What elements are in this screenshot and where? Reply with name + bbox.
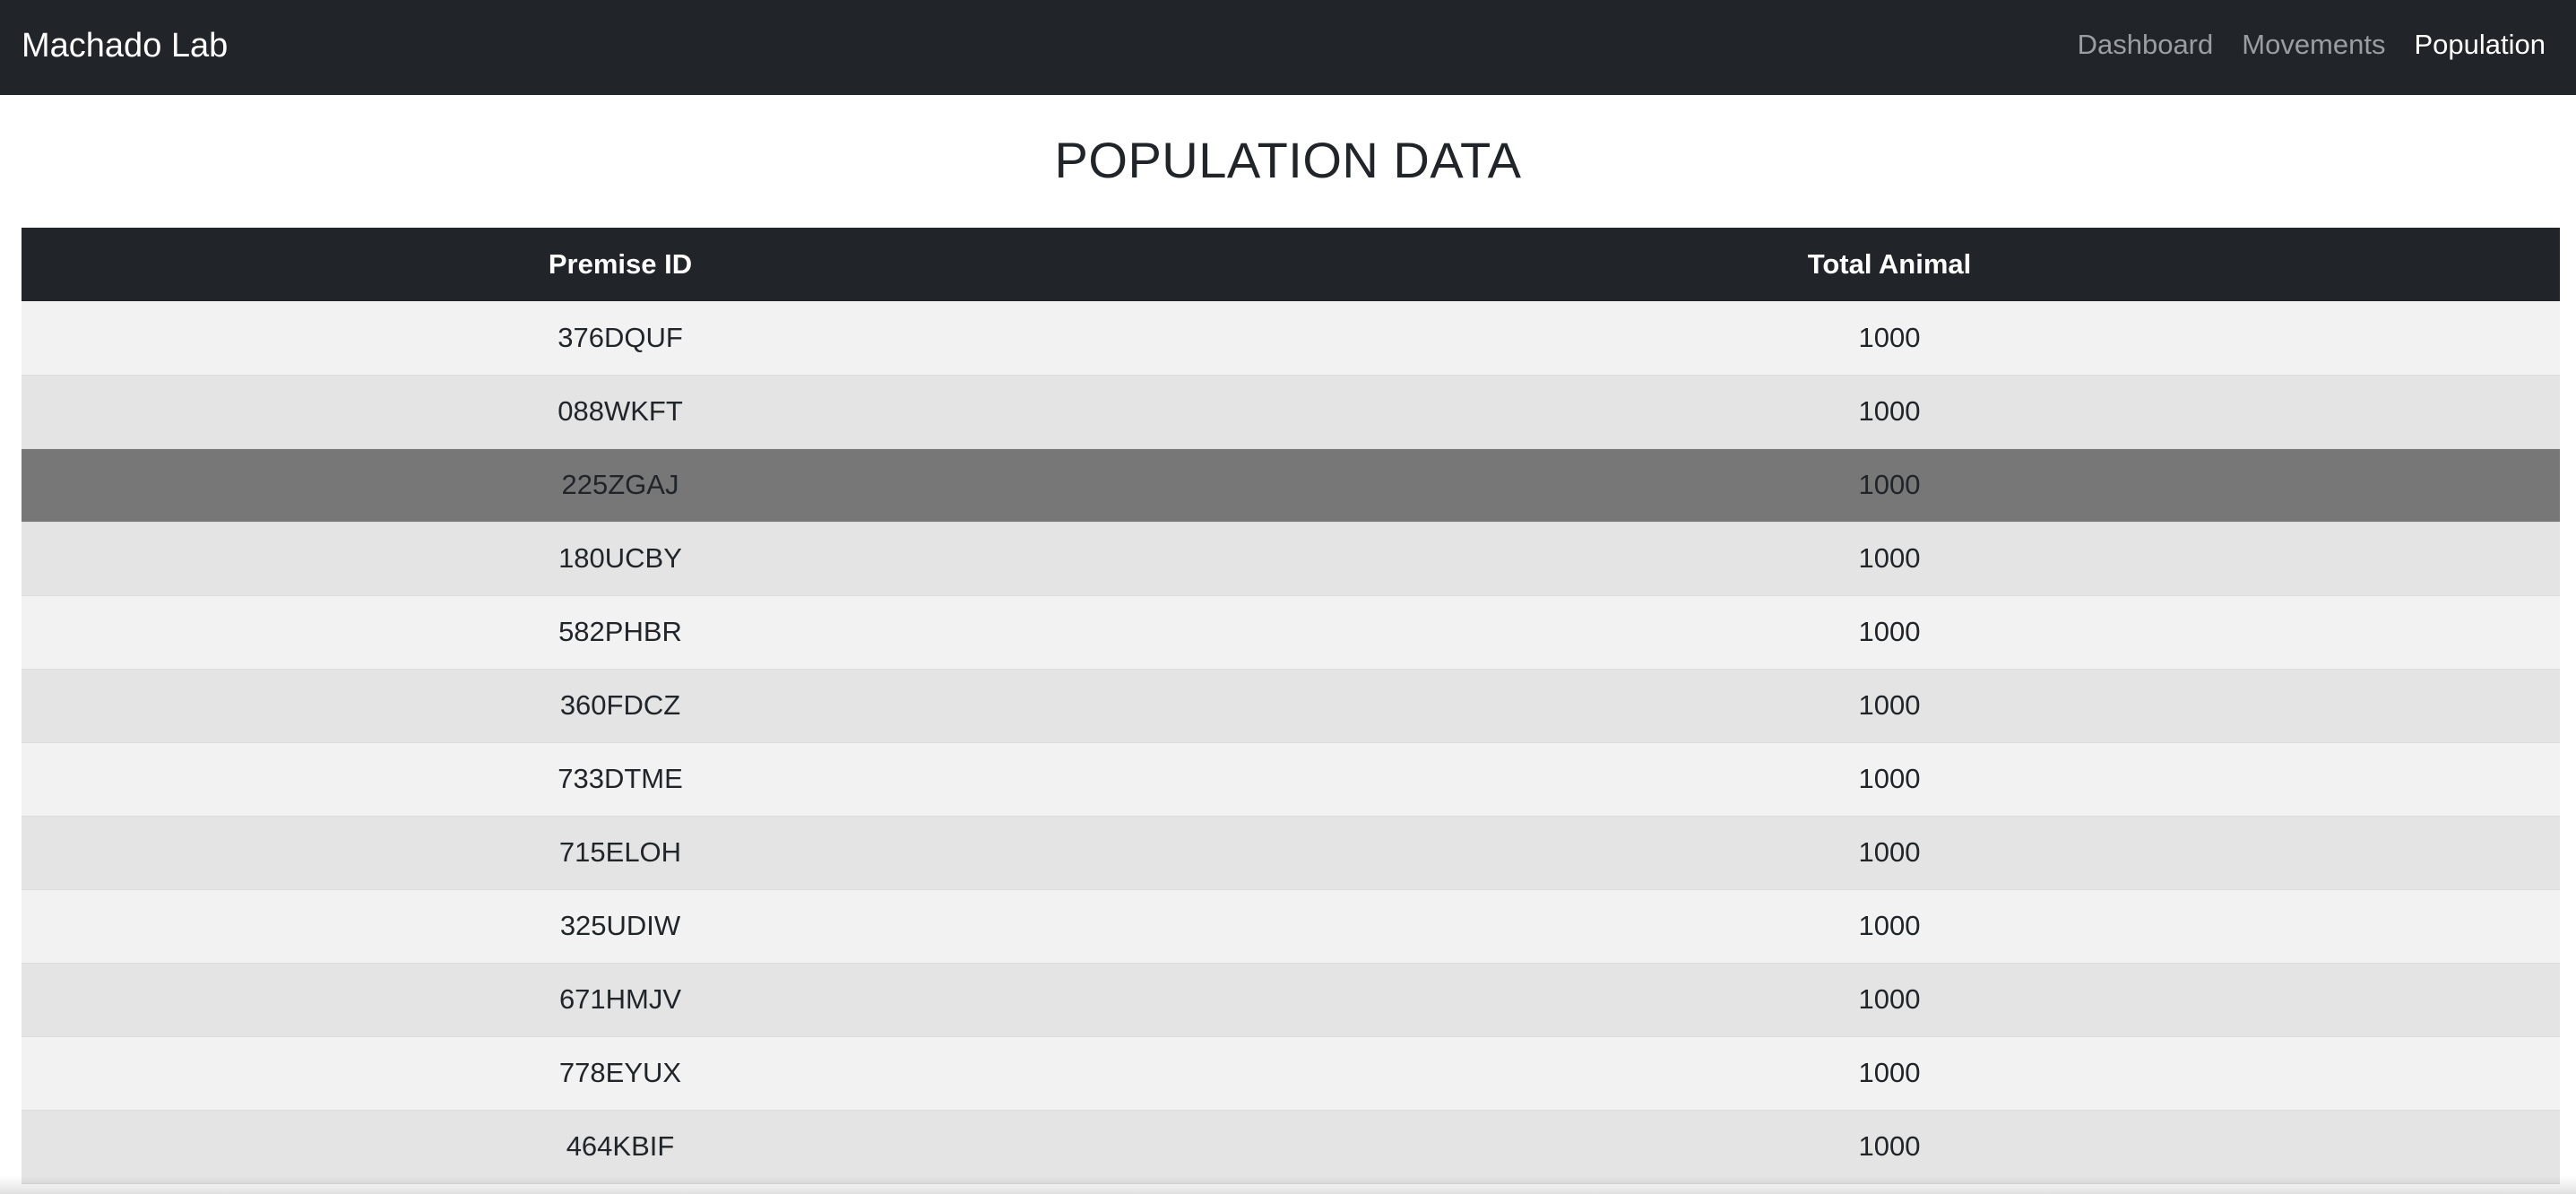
brand-link[interactable]: Machado Lab	[22, 27, 229, 65]
nav-link-population[interactable]: Population	[2414, 29, 2546, 60]
table-row[interactable]: 325UDIW 1000	[22, 889, 2560, 964]
premise-id-cell: 180UCBY	[22, 522, 1219, 596]
table-body: 376DQUF 1000 088WKFT 1000 225ZGAJ 1000 180UCBY…	[22, 301, 2560, 1184]
total-animal-cell: 1000	[1219, 963, 2560, 1037]
table-row[interactable]: 180UCBY 1000	[22, 522, 2560, 596]
top-navbar: Machado Lab Dashboard Movements Populati…	[0, 0, 2576, 95]
total-animal-cell: 1000	[1219, 889, 2560, 964]
total-animal-cell: 1000	[1219, 301, 2560, 376]
column-header-total-animal[interactable]: Total Animal	[1807, 248, 1972, 280]
table-row[interactable]: 733DTME 1000	[22, 742, 2560, 817]
total-animal-cell: 1000	[1219, 522, 2560, 596]
premise-id-cell: 325UDIW	[22, 889, 1219, 964]
table-row[interactable]: 778EYUX 1000	[22, 1036, 2560, 1111]
population-table: Premise ID Total Animal 376DQUF 1000 088WK…	[22, 228, 2560, 1184]
table-row[interactable]: 582PHBR 1000	[22, 595, 2560, 670]
page-title: POPULATION DATA	[1054, 132, 1522, 188]
total-animal-cell: 1000	[1219, 1110, 2560, 1184]
premise-id-cell: 225ZGAJ	[22, 448, 1219, 523]
total-animal-cell: 1000	[1219, 448, 2560, 523]
table-row[interactable]: 088WKFT 1000	[22, 375, 2560, 449]
premise-id-cell: 360FDCZ	[22, 669, 1219, 743]
premise-id-cell: 671HMJV	[22, 963, 1219, 1037]
premise-id-cell: 582PHBR	[22, 595, 1219, 670]
total-animal-cell: 1000	[1219, 669, 2560, 743]
total-animal-cell: 1000	[1219, 375, 2560, 449]
total-animal-cell: 1000	[1219, 816, 2560, 890]
premise-id-cell: 464KBIF	[22, 1110, 1219, 1184]
table-row[interactable]: 715ELOH 1000	[22, 816, 2560, 890]
table-header: Premise ID Total Animal	[22, 228, 2560, 301]
premise-id-cell: 376DQUF	[22, 301, 1219, 376]
nav-link-movements[interactable]: Movements	[2242, 29, 2386, 60]
total-animal-cell: 1000	[1219, 1036, 2560, 1111]
premise-id-cell: 715ELOH	[22, 816, 1219, 890]
premise-id-cell: 088WKFT	[22, 375, 1219, 449]
total-animal-cell: 1000	[1219, 595, 2560, 670]
column-header-premise-id[interactable]: Premise ID	[548, 248, 693, 280]
nav-links: Dashboard Movements Population	[2078, 0, 2546, 95]
table-row[interactable]: 225ZGAJ 1000	[22, 448, 2560, 523]
table-row[interactable]: 671HMJV 1000	[22, 963, 2560, 1037]
nav-link-dashboard[interactable]: Dashboard	[2077, 29, 2214, 60]
premise-id-cell: 733DTME	[22, 742, 1219, 817]
population-table-container[interactable]: Premise ID Total Animal 376DQUF 1000 088WK…	[22, 228, 2560, 1194]
table-row[interactable]: 464KBIF 1000	[22, 1110, 2560, 1184]
total-animal-cell: 1000	[1219, 742, 2560, 817]
premise-id-cell: 778EYUX	[22, 1036, 1219, 1111]
table-row[interactable]: 360FDCZ 1000	[22, 669, 2560, 743]
table-row[interactable]: 376DQUF 1000	[22, 301, 2560, 376]
table-header-row: Premise ID Total Animal	[22, 228, 2560, 301]
